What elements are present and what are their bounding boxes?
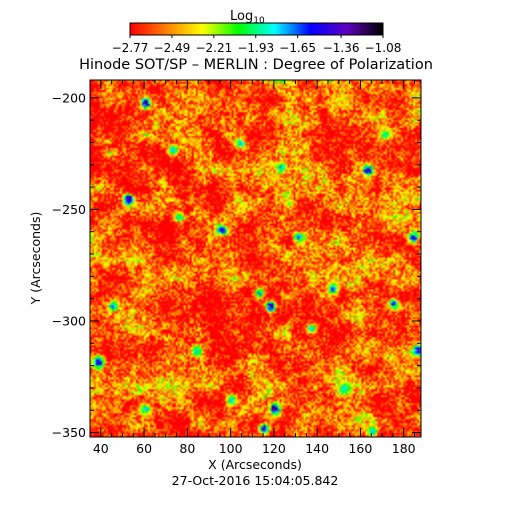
x-tick-label: 100 bbox=[219, 441, 243, 456]
plot-axes: 40 60 80 100 120 140 160 180 −200 −250 −300 −350 bbox=[52, 79, 422, 456]
x-tick-label: 120 bbox=[262, 441, 286, 456]
x-axis-label: X (Arcseconds) bbox=[208, 457, 302, 472]
colorbar-tick-label: −1.65 bbox=[279, 41, 316, 55]
x-tick-label: 180 bbox=[392, 441, 416, 456]
x-tick-label: 140 bbox=[305, 441, 329, 456]
y-axis-label: Y (Arcseconds) bbox=[28, 212, 43, 306]
x-tick-label: 40 bbox=[93, 441, 109, 456]
colorbar-tick-label: −1.93 bbox=[237, 41, 274, 55]
colorbar-frame bbox=[129, 22, 384, 36]
colorbar-label: Log10 bbox=[230, 9, 265, 26]
y-tick-label: −200 bbox=[52, 90, 86, 105]
colorbar-tick-label: −2.21 bbox=[195, 41, 232, 55]
colorbar-tick-label: −1.08 bbox=[365, 41, 402, 55]
x-tick-label: 60 bbox=[136, 441, 152, 456]
colorbar-tick-label: −2.49 bbox=[154, 41, 191, 55]
y-tick-label: −250 bbox=[52, 202, 86, 217]
colorbar-tick-label: −2.77 bbox=[112, 41, 149, 55]
chart-title: Hinode SOT/SP – MERLIN : Degree of Polar… bbox=[79, 57, 433, 73]
observation-timestamp: 27-Oct-2016 15:04:05.842 bbox=[172, 473, 339, 488]
x-tick-label: 80 bbox=[179, 441, 195, 456]
colorbar: Log10 −2.77 −2.49 −2.21 −1.93 −1.65 −1.36 −1.0… bbox=[112, 9, 402, 55]
x-tick-label: 160 bbox=[348, 441, 372, 456]
y-tick-label: −300 bbox=[52, 313, 86, 328]
colorbar-ticks: −2.77 −2.49 −2.21 −1.93 −1.65 −1.36 −1.08 bbox=[112, 35, 402, 55]
plot-frame bbox=[89, 79, 422, 438]
colorbar-gradient bbox=[130, 23, 383, 35]
heatmap-image bbox=[90, 80, 421, 437]
colorbar-tick-label: −1.36 bbox=[323, 41, 360, 55]
y-tick-label: −350 bbox=[52, 425, 86, 440]
